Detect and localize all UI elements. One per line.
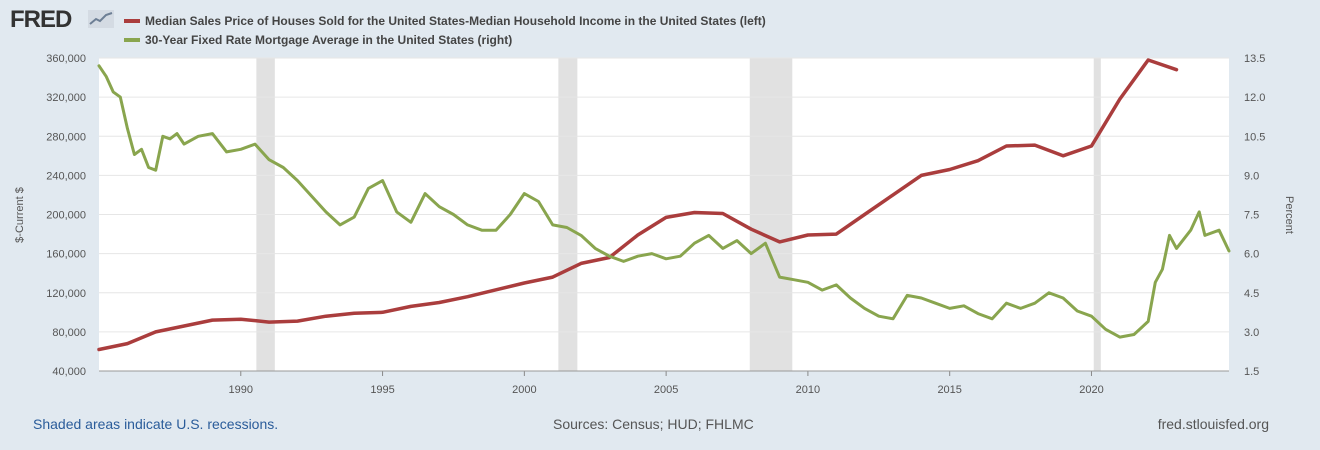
legend-label: Median Sales Price of Houses Sold for th… <box>145 13 766 28</box>
x-tick-label: 2005 <box>654 384 678 396</box>
chart-legend: Median Sales Price of Houses Sold for th… <box>124 11 766 49</box>
series-line-mortgage-rate <box>97 64 1231 339</box>
x-tick-label: 1990 <box>229 384 253 396</box>
x-tick-label: 1995 <box>370 384 394 396</box>
y-tick-label-left: 120,000 <box>46 288 86 300</box>
y-tick-label-left: 240,000 <box>46 170 86 182</box>
fred-logo[interactable]: FRED <box>10 6 72 33</box>
y-tick-label-right: 9.0 <box>1244 170 1259 182</box>
y-tick-label-right: 4.5 <box>1244 288 1259 300</box>
y-tick-label-right: 13.5 <box>1244 53 1265 65</box>
legend-item-mortgage-rate: 30-Year Fixed Rate Mortgage Average in t… <box>124 30 766 49</box>
recession-note: Shaded areas indicate U.S. recessions. <box>33 416 279 432</box>
site-link[interactable]: fred.stlouisfed.org <box>1157 416 1269 432</box>
legend-label: 30-Year Fixed Rate Mortgage Average in t… <box>145 32 513 47</box>
y-tick-label-left: 280,000 <box>46 131 86 143</box>
y-tick-label-left: 320,000 <box>46 92 86 104</box>
x-tick-label: 2015 <box>937 384 961 396</box>
y-axis-label-right: Percent <box>1283 196 1295 234</box>
y-tick-label-right: 12.0 <box>1244 92 1265 104</box>
y-tick-label-right: 1.5 <box>1244 366 1259 378</box>
y-tick-label-left: 40,000 <box>52 366 86 378</box>
sources-text: Sources: Census; HUD; FHLMC <box>553 416 754 432</box>
y-tick-label-left: 80,000 <box>52 327 86 339</box>
x-tick-label: 2010 <box>796 384 820 396</box>
legend-swatch-red <box>124 18 140 23</box>
fred-chart-icon <box>88 10 114 28</box>
y-tick-label-left: 160,000 <box>46 249 86 261</box>
y-tick-label-right: 10.5 <box>1244 131 1265 143</box>
series-line-house-price-ratio <box>97 58 1179 352</box>
y-tick-label-right: 7.5 <box>1244 210 1259 222</box>
y-axis-label-left: $-Current $ <box>14 187 26 243</box>
x-tick-label: 2000 <box>512 384 536 396</box>
x-tick-label: 2020 <box>1079 384 1103 396</box>
legend-item-house-price-ratio: Median Sales Price of Houses Sold for th… <box>124 11 766 30</box>
y-tick-label-right: 3.0 <box>1244 327 1259 339</box>
y-tick-label-right: 6.0 <box>1244 249 1259 261</box>
legend-swatch-green <box>124 37 140 42</box>
y-tick-label-left: 360,000 <box>46 53 86 65</box>
y-tick-label-left: 200,000 <box>46 210 86 222</box>
